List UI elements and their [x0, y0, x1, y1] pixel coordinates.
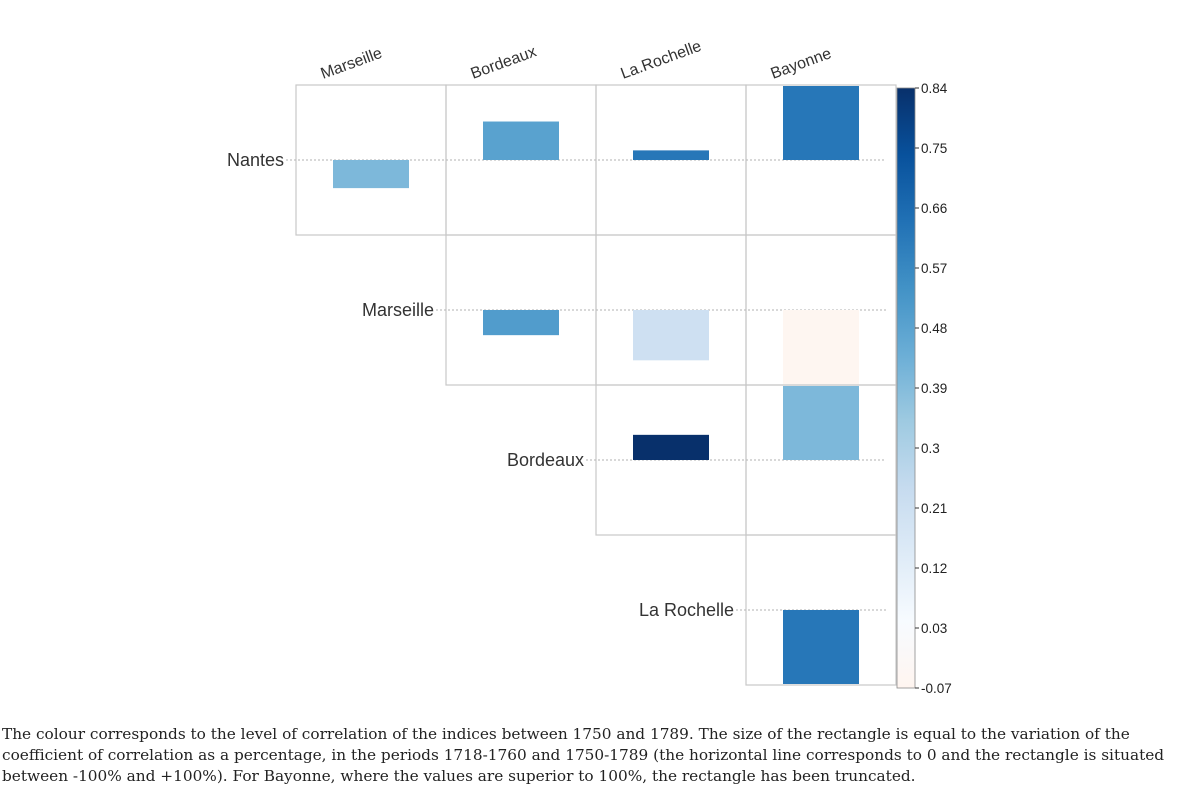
cell-marseille-bordeaux [483, 310, 559, 336]
colorbar-tick-label: 0.75 [921, 141, 947, 156]
cell-nantes-bordeaux [483, 121, 559, 160]
colorbar-tick-label: 0.66 [921, 201, 947, 216]
cell-bordeaux-la-rochelle [633, 434, 709, 460]
cell-bordeaux-bayonne [783, 386, 859, 460]
colorbar-tick-label: 0.39 [921, 381, 947, 396]
colorbar-tick-label: 0.21 [921, 501, 947, 516]
correlation-cells [333, 86, 859, 684]
row-label-marseille: Marseille [362, 300, 434, 320]
row-label-bordeaux: Bordeaux [507, 450, 584, 470]
colorbar-tick-label: 0.03 [921, 621, 947, 636]
cell-marseille-la-rochelle [633, 310, 709, 361]
colorbar-gradient [896, 87, 916, 689]
colorbar-tick-label: 0.84 [921, 81, 948, 96]
row-label-la-rochelle: La Rochelle [639, 600, 734, 620]
column-label-bordeaux: Bordeaux [469, 43, 539, 82]
row-label-nantes: Nantes [227, 150, 284, 170]
colorbar-tick-label: -0.07 [921, 681, 952, 696]
cell-nantes-marseille [333, 160, 409, 189]
colorbar-tick-label: 0.12 [921, 561, 947, 576]
cell-nantes-la-rochelle [633, 150, 709, 160]
colorbar: 0.84 0.75 0.66 0.57 0.48 0.39 0.3 0.21 0.12 0.03 -… [896, 81, 952, 696]
cell-la-rochelle-bayonne [783, 610, 859, 684]
colorbar-tick-label: 0.57 [921, 261, 947, 276]
column-label-la-rochelle: La.Rochelle [619, 38, 704, 83]
correlation-chart: Marseille Bordeaux La.Rochelle Bayonne Nante… [227, 38, 952, 696]
colorbar-tick-label: 0.3 [921, 441, 940, 456]
column-label-bayonne: Bayonne [769, 45, 834, 83]
correlation-figure: Marseille Bordeaux La.Rochelle Bayonne Nante… [200, 0, 1000, 708]
colorbar-tick-label: 0.48 [921, 321, 947, 336]
cell-marseille-bayonne [783, 310, 859, 384]
column-label-marseille: Marseille [319, 45, 385, 83]
figure-caption: The colour corresponds to the level of c… [2, 725, 1165, 785]
cell-nantes-bayonne [783, 86, 859, 160]
